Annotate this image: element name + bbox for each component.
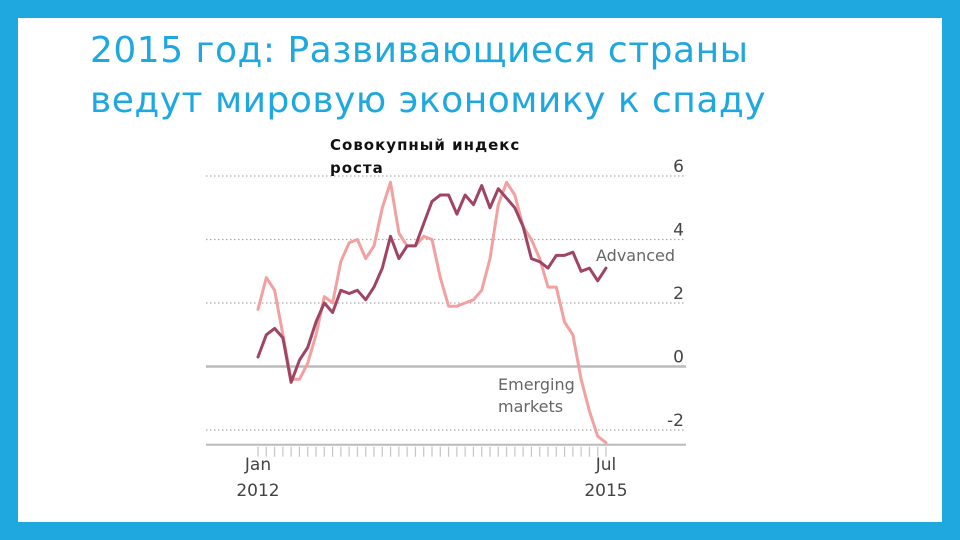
chart-overlay-label: Совокупный индекс роста — [330, 134, 590, 180]
series-emerging-line — [256, 180, 608, 445]
y-tick-label: 0 — [673, 348, 684, 368]
overlay-label-line-1: Совокупный индекс — [330, 136, 521, 154]
series-advanced-line — [256, 184, 608, 384]
title-line-2: ведут мировую экономику к спаду — [90, 80, 767, 121]
series-label-advanced: Advanced — [596, 246, 675, 265]
chart-labels: 6 4 2 0 -2 Jan 2012 Jul 2015 Advanced Emerging mark… — [236, 157, 684, 501]
x-axis — [206, 443, 686, 457]
series-label-emerging: Emerging — [498, 375, 575, 394]
series-lines — [256, 180, 608, 445]
overlay-label-line-2: роста — [330, 159, 384, 177]
title-line-1: 2015 год: Развивающиеся страны — [90, 30, 749, 71]
x-tick-label: Jan — [244, 455, 271, 475]
y-tick-label: 6 — [673, 157, 684, 177]
x-tick-label: 2015 — [584, 481, 627, 501]
gridlines — [206, 175, 686, 431]
slide-title: 2015 год: Развивающиеся страны ведут мир… — [90, 26, 910, 126]
growth-index-chart: 6 4 2 0 -2 Jan 2012 Jul 2015 Advanced Emerging mark… — [206, 157, 686, 501]
y-tick-label: 2 — [673, 284, 684, 304]
x-tick-label: 2012 — [236, 481, 279, 501]
y-tick-label: -2 — [667, 411, 684, 431]
slide: 2015 год: Развивающиеся страны ведут мир… — [18, 18, 942, 522]
x-tick-label: Jul — [595, 455, 617, 475]
y-tick-label: 4 — [673, 221, 684, 241]
series-label-emerging: markets — [498, 397, 563, 416]
